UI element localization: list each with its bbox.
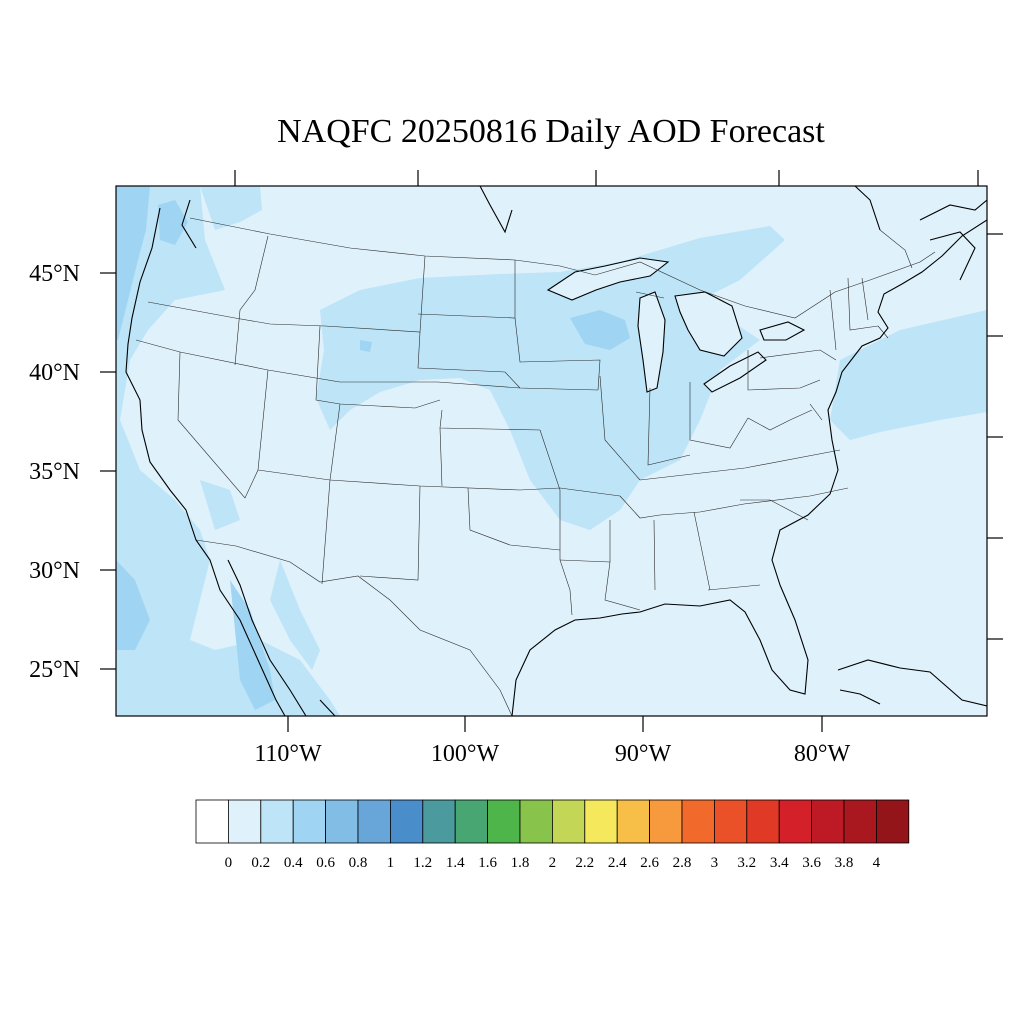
lake-michigan: [637, 291, 666, 393]
great-lakes: [546, 257, 806, 393]
colorbar-label: 0: [225, 855, 233, 871]
atlantic-coast: [771, 219, 987, 586]
colorbar-swatch: [357, 799, 391, 844]
colorbar-label: 4: [873, 855, 881, 871]
colorbar-label: 1.6: [478, 855, 497, 871]
colorbar-label: 0.2: [251, 855, 270, 871]
colorbar-label: 2.8: [673, 855, 692, 871]
colorbar-label: 1: [387, 855, 395, 871]
map-frame: [115, 185, 988, 717]
lake-erie: [703, 351, 767, 393]
lake-huron: [674, 291, 743, 357]
colorbar-label: 1.8: [511, 855, 530, 871]
lat-label: 35°N: [29, 459, 80, 485]
lon-label: 80°W: [794, 741, 851, 767]
colorbar-label: 3.6: [802, 855, 821, 871]
colorbar-swatch: [519, 799, 553, 844]
lat-label: 45°N: [29, 261, 80, 287]
colorbar-label: 3: [711, 855, 719, 871]
latitude-labels: 45°N 40°N 35°N 30°N 25°N: [29, 261, 80, 683]
colorbar-swatch: [876, 799, 910, 844]
political-borders: [135, 217, 936, 716]
colorbar-swatch: [811, 799, 845, 844]
map-panel: [116, 186, 987, 716]
axis-ticks: [100, 170, 1003, 732]
lat-label: 25°N: [29, 657, 80, 683]
lon-label: 100°W: [431, 741, 500, 767]
aod-contour-0.6: [116, 186, 630, 710]
colorbar-label: 2.6: [640, 855, 659, 871]
colorbar-swatch: [389, 799, 424, 844]
lat-label: 40°N: [29, 360, 80, 386]
lake-ontario: [759, 321, 806, 341]
colorbar: 0 0.2 0.4 0.6 0.8 1 1.2 1.4 1.6 1.8 2 2.2 2.4 2.6 2.8 3…: [195, 799, 910, 871]
colorbar-swatch: [681, 799, 715, 844]
us-mexico-border: [195, 539, 513, 716]
colorbar-swatch: [422, 799, 456, 844]
baja-coast: [227, 559, 307, 716]
colorbar-swatch: [843, 799, 877, 844]
colorbar-swatch: [649, 799, 683, 844]
coastlines: [125, 186, 987, 716]
colorbar-swatch: [746, 799, 780, 844]
lake-superior: [546, 257, 670, 301]
longitude-labels: 110°W 100°W 90°W 80°W: [254, 741, 850, 767]
colorbar-swatch: [714, 799, 748, 844]
colorbar-label: 3.2: [737, 855, 756, 871]
colorbar-swatch: [325, 799, 359, 844]
lon-label: 90°W: [615, 741, 672, 767]
us-canada-border: [189, 217, 936, 319]
colorbar-swatch: [195, 799, 229, 844]
colorbar-label: 0.6: [316, 855, 335, 871]
colorbar-label: 1.2: [413, 855, 432, 871]
colorbar-swatch: [454, 799, 489, 844]
colorbar-label: 0.8: [349, 855, 368, 871]
colorbar-label: 2.2: [575, 855, 594, 871]
aod-contour-0.4: [116, 186, 987, 716]
colorbar-swatch: [778, 799, 813, 844]
map-title: NAQFC 20250816 Daily AOD Forecast: [277, 113, 825, 150]
colorbar-swatch: [292, 799, 327, 844]
colorbar-label: 3.4: [770, 855, 789, 871]
colorbar-swatch: [552, 799, 586, 844]
colorbar-swatch: [616, 799, 651, 844]
colorbar-label: 2.4: [608, 855, 627, 871]
colorbar-swatch: [260, 799, 294, 844]
colorbar-label: 1.4: [446, 855, 465, 871]
colorbar-swatch: [584, 799, 618, 844]
colorbar-label: 2: [549, 855, 557, 871]
gulf-coast: [511, 584, 809, 716]
lon-label: 110°W: [254, 741, 322, 767]
colorbar-label: 0.4: [284, 855, 303, 871]
colorbar-swatch: [487, 799, 521, 844]
colorbar-swatch: [227, 799, 262, 844]
lat-label: 30°N: [29, 558, 80, 584]
colorbar-label: 3.8: [835, 855, 854, 871]
cuba-coast: [837, 659, 987, 707]
pacific-coast: [125, 207, 286, 716]
